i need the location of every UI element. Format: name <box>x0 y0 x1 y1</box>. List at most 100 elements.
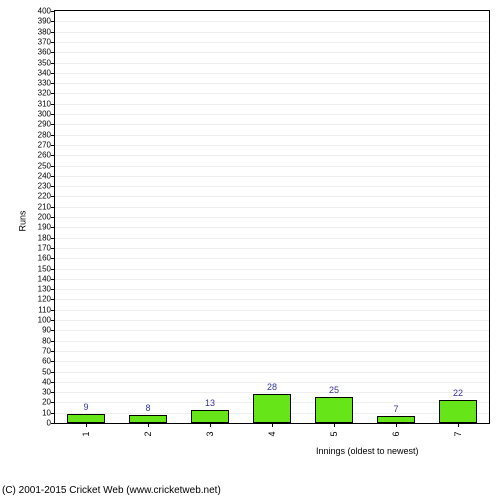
ytick-mark <box>51 186 55 187</box>
ytick-mark <box>51 124 55 125</box>
gridline <box>55 238 489 239</box>
ytick-mark <box>51 114 55 115</box>
ytick-label: 10 <box>42 408 51 417</box>
ytick-label: 220 <box>38 192 51 201</box>
ytick-label: 260 <box>38 151 51 160</box>
ytick-label: 250 <box>38 161 51 170</box>
xtick-mark <box>86 423 87 427</box>
bar-value-label: 25 <box>329 385 339 395</box>
ytick-label: 190 <box>38 223 51 232</box>
ytick-mark <box>51 207 55 208</box>
ytick-label: 390 <box>38 17 51 26</box>
gridline <box>55 299 489 300</box>
gridline <box>55 330 489 331</box>
gridline <box>55 21 489 22</box>
gridline <box>55 341 489 342</box>
ytick-label: 20 <box>42 398 51 407</box>
gridline <box>55 176 489 177</box>
xtick-label: 5 <box>329 431 339 436</box>
ytick-label: 100 <box>38 316 51 325</box>
gridline <box>55 320 489 321</box>
bar-value-label: 8 <box>145 403 150 413</box>
xtick-label: 6 <box>391 431 401 436</box>
xtick-mark <box>458 423 459 427</box>
bar-value-label: 13 <box>205 398 215 408</box>
bar <box>67 414 104 423</box>
ytick-label: 40 <box>42 377 51 386</box>
ytick-label: 0 <box>47 419 51 428</box>
bar-value-label: 28 <box>267 382 277 392</box>
ytick-mark <box>51 11 55 12</box>
ytick-mark <box>51 289 55 290</box>
ytick-label: 270 <box>38 140 51 149</box>
gridline <box>55 124 489 125</box>
chart-container: 0102030405060708090100110120130140150160… <box>0 0 500 500</box>
ytick-mark <box>51 135 55 136</box>
x-axis-label: Innings (oldest to newest) <box>316 446 419 456</box>
ytick-mark <box>51 104 55 105</box>
ytick-mark <box>51 248 55 249</box>
ytick-label: 290 <box>38 120 51 129</box>
gridline <box>55 217 489 218</box>
ytick-label: 80 <box>42 336 51 345</box>
ytick-label: 380 <box>38 27 51 36</box>
ytick-label: 70 <box>42 346 51 355</box>
xtick-mark <box>396 423 397 427</box>
ytick-label: 30 <box>42 388 51 397</box>
ytick-mark <box>51 372 55 373</box>
ytick-mark <box>51 32 55 33</box>
gridline <box>55 42 489 43</box>
bar <box>315 397 352 423</box>
ytick-mark <box>51 21 55 22</box>
gridline <box>55 392 489 393</box>
ytick-mark <box>51 176 55 177</box>
gridline <box>55 361 489 362</box>
ytick-label: 120 <box>38 295 51 304</box>
ytick-mark <box>51 299 55 300</box>
ytick-mark <box>51 83 55 84</box>
gridline <box>55 279 489 280</box>
ytick-label: 310 <box>38 99 51 108</box>
ytick-label: 350 <box>38 58 51 67</box>
ytick-label: 200 <box>38 213 51 222</box>
ytick-mark <box>51 351 55 352</box>
gridline <box>55 186 489 187</box>
ytick-label: 180 <box>38 233 51 242</box>
bar <box>377 416 414 423</box>
xtick-label: 4 <box>267 431 277 436</box>
ytick-mark <box>51 258 55 259</box>
ytick-mark <box>51 52 55 53</box>
bar-value-label: 22 <box>453 388 463 398</box>
ytick-mark <box>51 361 55 362</box>
bar <box>439 400 476 423</box>
xtick-mark <box>210 423 211 427</box>
xtick-label: 7 <box>453 431 463 436</box>
bar-value-label: 9 <box>83 402 88 412</box>
ytick-mark <box>51 402 55 403</box>
ytick-label: 50 <box>42 367 51 376</box>
gridline <box>55 104 489 105</box>
ytick-label: 110 <box>38 305 51 314</box>
xtick-label: 2 <box>143 431 153 436</box>
gridline <box>55 227 489 228</box>
ytick-label: 140 <box>38 274 51 283</box>
ytick-mark <box>51 145 55 146</box>
gridline <box>55 269 489 270</box>
ytick-label: 330 <box>38 79 51 88</box>
ytick-label: 340 <box>38 68 51 77</box>
ytick-mark <box>51 320 55 321</box>
y-axis-label: Runs <box>18 210 28 231</box>
ytick-mark <box>51 392 55 393</box>
gridline <box>55 135 489 136</box>
gridline <box>55 372 489 373</box>
ytick-label: 90 <box>42 326 51 335</box>
ytick-mark <box>51 73 55 74</box>
plot-area: 0102030405060708090100110120130140150160… <box>54 10 490 424</box>
ytick-mark <box>51 217 55 218</box>
ytick-mark <box>51 382 55 383</box>
gridline <box>55 248 489 249</box>
gridline <box>55 114 489 115</box>
ytick-mark <box>51 196 55 197</box>
ytick-label: 240 <box>38 171 51 180</box>
ytick-mark <box>51 341 55 342</box>
